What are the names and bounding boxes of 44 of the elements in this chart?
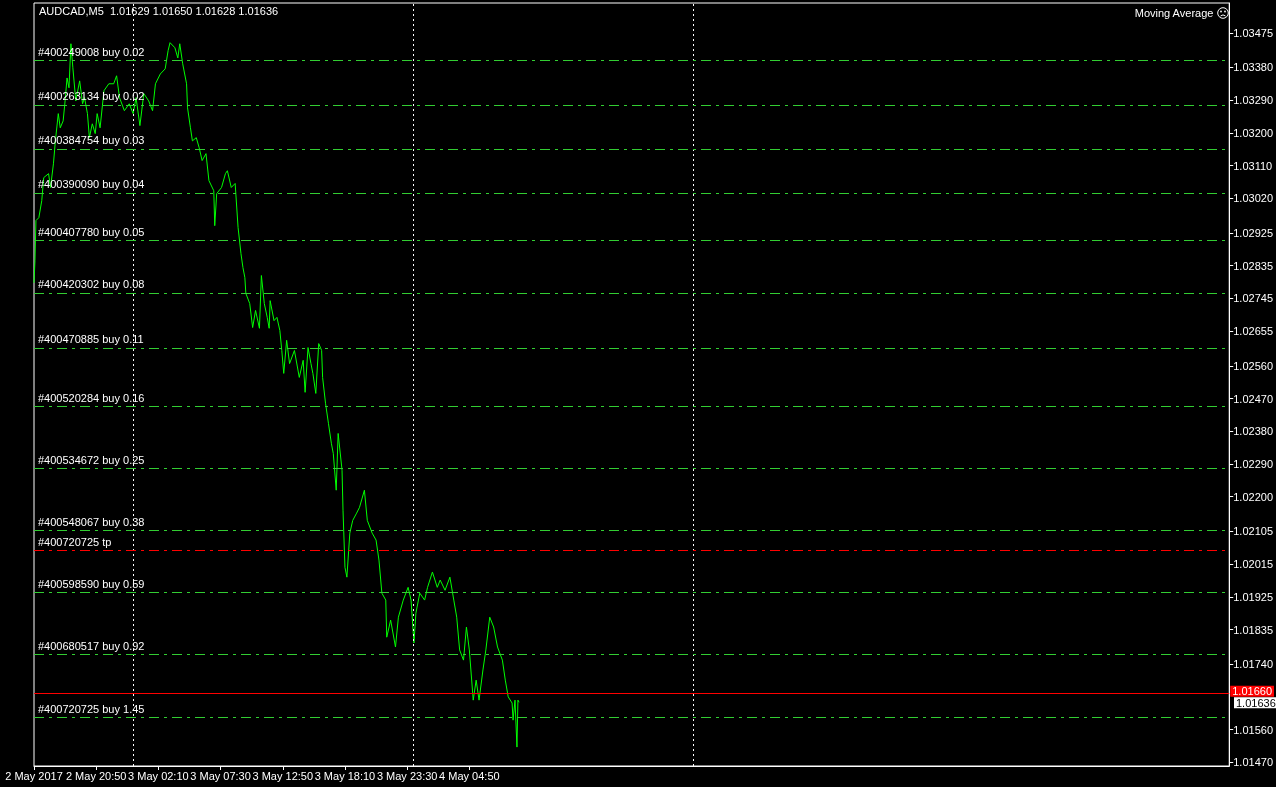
ref-line-label: #400470885 buy 0.11: [38, 333, 144, 346]
ref-line-label: #400720725 tp: [38, 536, 112, 549]
y-tick-label: 1.02200: [1233, 490, 1273, 503]
chart-title: AUDCAD,M5 1.01629 1.01650 1.01628 1.01636: [39, 4, 279, 17]
y-tick-label: 1.02380: [1233, 425, 1273, 438]
ref-line-label: #400548067 buy 0.38: [38, 516, 145, 529]
y-tick-label: 1.03200: [1233, 126, 1273, 139]
y-tick-label: 1.03380: [1233, 61, 1273, 74]
y-tick-label: 1.03020: [1233, 192, 1273, 205]
y-tick-label: 1.02835: [1233, 259, 1273, 272]
ref-line-label: #400598590 buy 0.59: [38, 577, 145, 590]
y-tick-label: 1.02290: [1233, 458, 1273, 470]
line-series: [33, 42, 520, 748]
y-tick-label: 1.01835: [1233, 623, 1273, 636]
y-tick-label: 1.02470: [1233, 392, 1273, 405]
y-tick-label: 1.03110: [1233, 159, 1273, 172]
y-tick-label: 1.01560: [1233, 723, 1273, 736]
y-tick-label: 1.02015: [1233, 558, 1273, 571]
ref-line-label: #400534672 buy 0.25: [38, 454, 145, 467]
x-tick-label: 3 May 23:30: [376, 769, 438, 782]
y-tick-label: 1.02925: [1233, 226, 1273, 239]
x-tick-label: 3 May 02:10: [128, 769, 189, 782]
text: 1.01636: [1236, 696, 1276, 709]
y-tick-label: 1.01470: [1233, 756, 1273, 769]
x-tick-label: 3 May 18:10: [314, 769, 376, 782]
y-tick-label: 1.01740: [1233, 658, 1273, 671]
annotation: Moving Average: [1134, 6, 1214, 19]
ref-line-label: #400420302 buy 0.08: [38, 278, 145, 291]
x-tick-label: 4 May 04:50: [439, 769, 500, 782]
ref-line-label: #400720725 buy 1.45: [38, 702, 145, 715]
y-tick-label: 1.02655: [1233, 325, 1273, 338]
x-tick-label: 2 May 20:50: [65, 769, 127, 782]
ref-line-label: #400520284 buy 0.16: [38, 392, 145, 405]
x-tick-label: 3 May 07:30: [190, 769, 251, 782]
y-tick-label: 1.03290: [1233, 94, 1273, 107]
ref-line-label: #400680517 buy 0.92: [38, 639, 145, 652]
y-tick-label: 1.02560: [1233, 359, 1273, 372]
x-tick-label: 3 May 12:50: [252, 769, 314, 782]
y-tick-label: 1.02745: [1233, 292, 1273, 305]
y-tick-label: 1.03475: [1233, 26, 1273, 39]
x-tick-label: 2 May 2017: [5, 769, 63, 782]
y-tick-label: 1.01925: [1233, 590, 1273, 603]
ref-line-label: 1.01660: [1232, 685, 1272, 698]
y-tick-label: 1.02105: [1233, 525, 1273, 538]
